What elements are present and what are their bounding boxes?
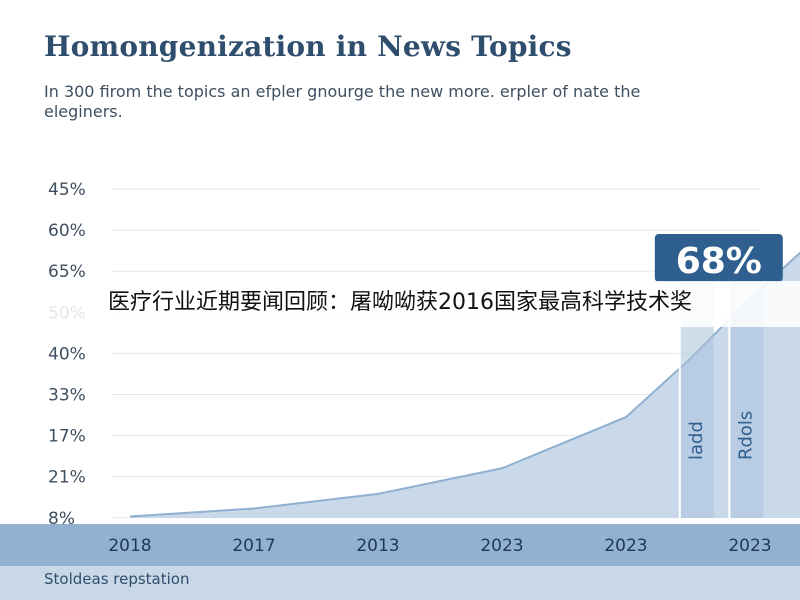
x-tick-label: 2023	[480, 536, 523, 556]
x-tick-label: 2023	[604, 536, 647, 556]
y-tick-label: 60%	[48, 221, 86, 241]
x-tick-label: 2013	[356, 536, 399, 556]
y-tick-label: 40%	[48, 344, 86, 364]
x-tick-label: 2018	[108, 536, 151, 556]
footer-bar	[0, 566, 800, 600]
chart-subtitle: In 300 firom the topics an efpler gnourg…	[44, 82, 641, 121]
chart-title: Homongenization in News Topics	[44, 30, 572, 63]
x-axis-band	[0, 524, 800, 566]
x-tick-label: 2023	[728, 536, 771, 556]
x-tick-label: 2017	[232, 536, 275, 556]
callout-box	[654, 234, 783, 282]
overlay-caption-banner	[0, 281, 800, 327]
y-tick-label: 45%	[48, 180, 86, 200]
area-chart: 45%60%65%50%40%33%17%21%8%laddRdols68%20…	[0, 180, 800, 566]
annotation-label: Rdols	[735, 411, 756, 460]
area-series	[130, 252, 800, 518]
y-tick-label: 8%	[48, 509, 75, 529]
y-tick-label: 17%	[48, 427, 86, 447]
callout-label: 68%	[676, 241, 762, 282]
y-tick-label: 33%	[48, 386, 86, 406]
y-tick-label: 65%	[48, 262, 86, 282]
footer-text: Stoldeas repstation	[44, 570, 190, 588]
y-tick-label: 21%	[48, 468, 86, 488]
overlay-caption: 医疗行业近期要闻回顾：屠呦呦获2016国家最高科学技术奖	[108, 290, 692, 315]
annotation-label: ladd	[686, 421, 707, 460]
